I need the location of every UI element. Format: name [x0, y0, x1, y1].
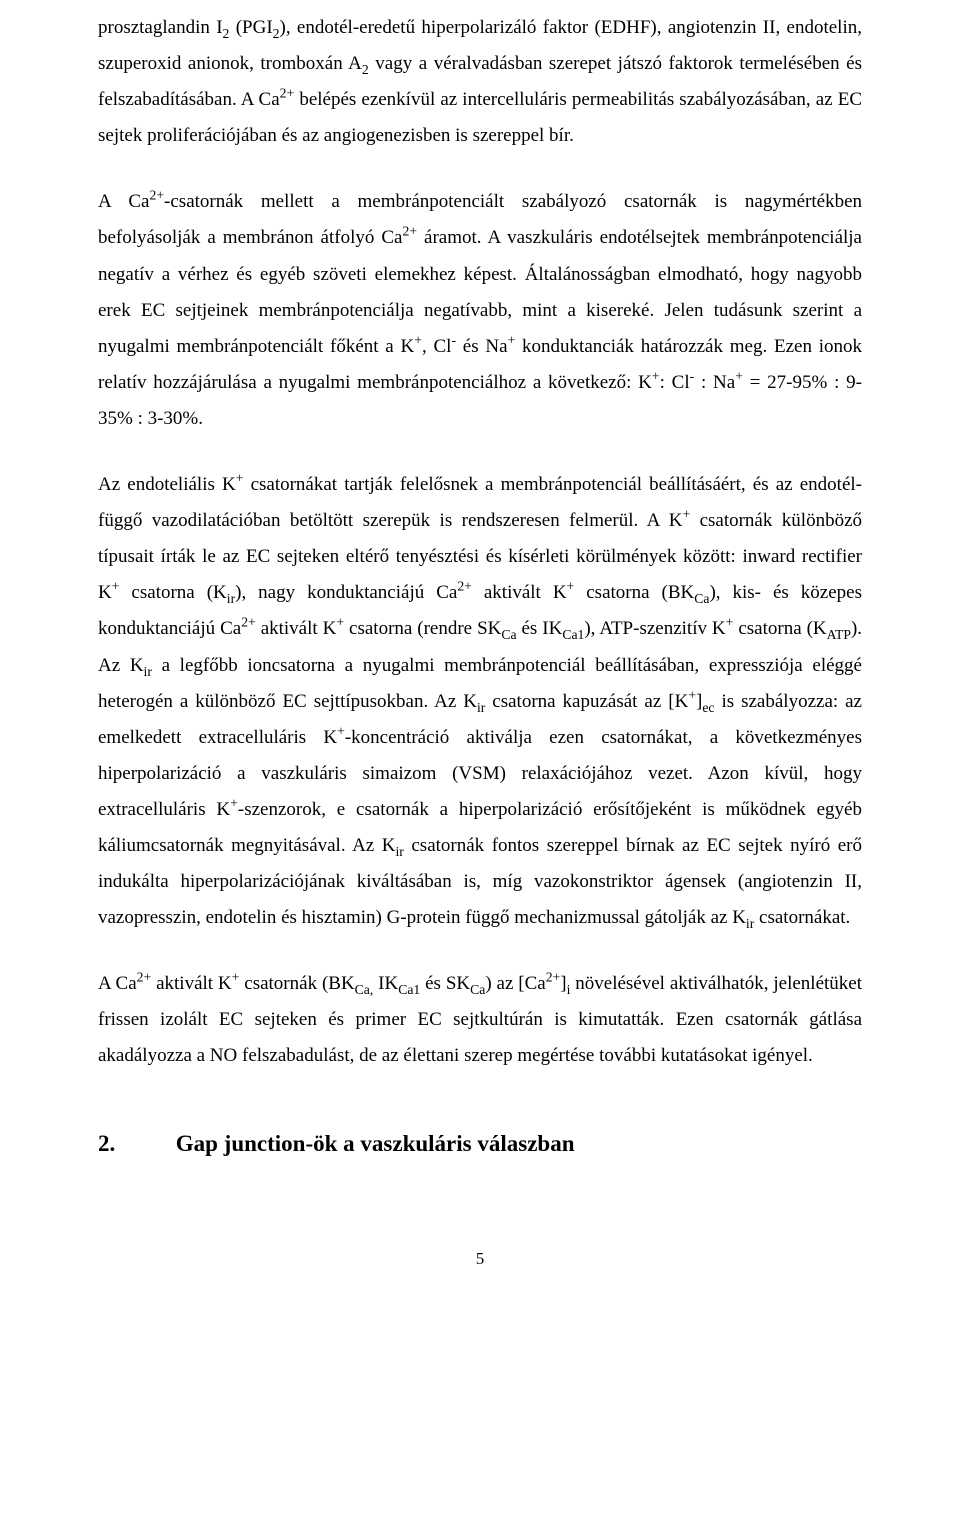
- body-paragraph: A Ca2+ aktivált K+ csatornák (BKCa, IKCa…: [98, 966, 862, 1074]
- body-paragraph: A Ca2+-csatornák mellett a membránpotenc…: [98, 184, 862, 437]
- body-paragraph: Az endoteliális K+ csatornákat tartják f…: [98, 467, 862, 936]
- section-heading: 2. Gap junction-ök a vaszkuláris válaszb…: [98, 1131, 862, 1157]
- body-paragraph: prosztaglandin I2 (PGI2), endotél-eredet…: [98, 10, 862, 154]
- section-title: Gap junction-ök a vaszkuláris válaszban: [176, 1131, 575, 1156]
- section-number: 2.: [98, 1131, 170, 1157]
- page-number: 5: [98, 1249, 862, 1269]
